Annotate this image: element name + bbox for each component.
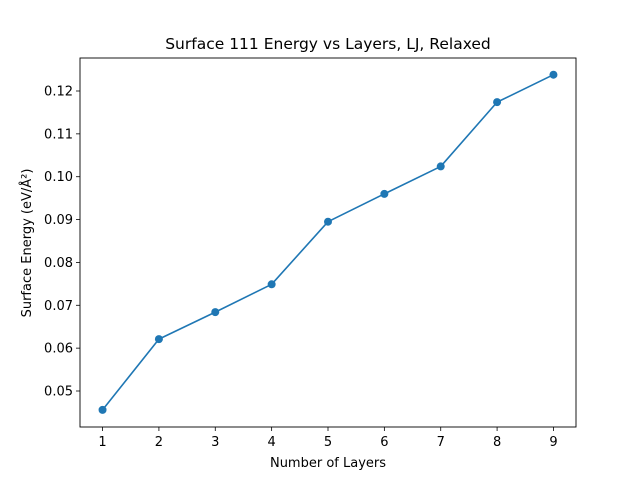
x-tick-label: 8 (493, 435, 501, 450)
x-tick-label: 5 (324, 435, 332, 450)
y-axis-label: Surface Energy (eV/Å²) (19, 169, 35, 318)
y-tick-label: 0.07 (44, 299, 73, 314)
data-point (380, 189, 389, 198)
y-tick-label: 0.08 (44, 256, 73, 271)
x-tick-label: 7 (437, 435, 445, 450)
x-axis-label: Number of Layers (270, 456, 386, 471)
x-axis: 1 2 3 4 5 6 7 8 9 (98, 427, 558, 450)
data-point (154, 335, 163, 344)
x-tick-label: 2 (155, 435, 163, 450)
chart-title: Surface 111 Energy vs Layers, LJ, Relaxe… (165, 35, 491, 53)
data-point (493, 98, 502, 107)
x-tick-label: 4 (267, 435, 275, 450)
y-tick-label: 0.11 (44, 127, 73, 142)
y-tick-label: 0.05 (44, 385, 73, 400)
data-point (436, 162, 445, 171)
data-point (267, 280, 276, 289)
y-tick-label: 0.06 (44, 342, 73, 357)
data-point (98, 405, 107, 414)
data-point (549, 70, 558, 79)
y-tick-label: 0.10 (44, 170, 73, 185)
x-tick-label: 3 (211, 435, 219, 450)
x-tick-label: 9 (549, 435, 557, 450)
data-point (324, 217, 332, 226)
y-tick-label: 0.09 (44, 213, 73, 228)
y-axis: 0.05 0.06 0.07 0.08 0.09 0.10 0.11 0.12 (44, 85, 80, 400)
x-tick-label: 6 (380, 435, 388, 450)
y-tick-label: 0.12 (44, 85, 73, 100)
plot-area (79, 57, 577, 428)
data-point (211, 308, 220, 317)
x-tick-label: 1 (98, 435, 106, 450)
